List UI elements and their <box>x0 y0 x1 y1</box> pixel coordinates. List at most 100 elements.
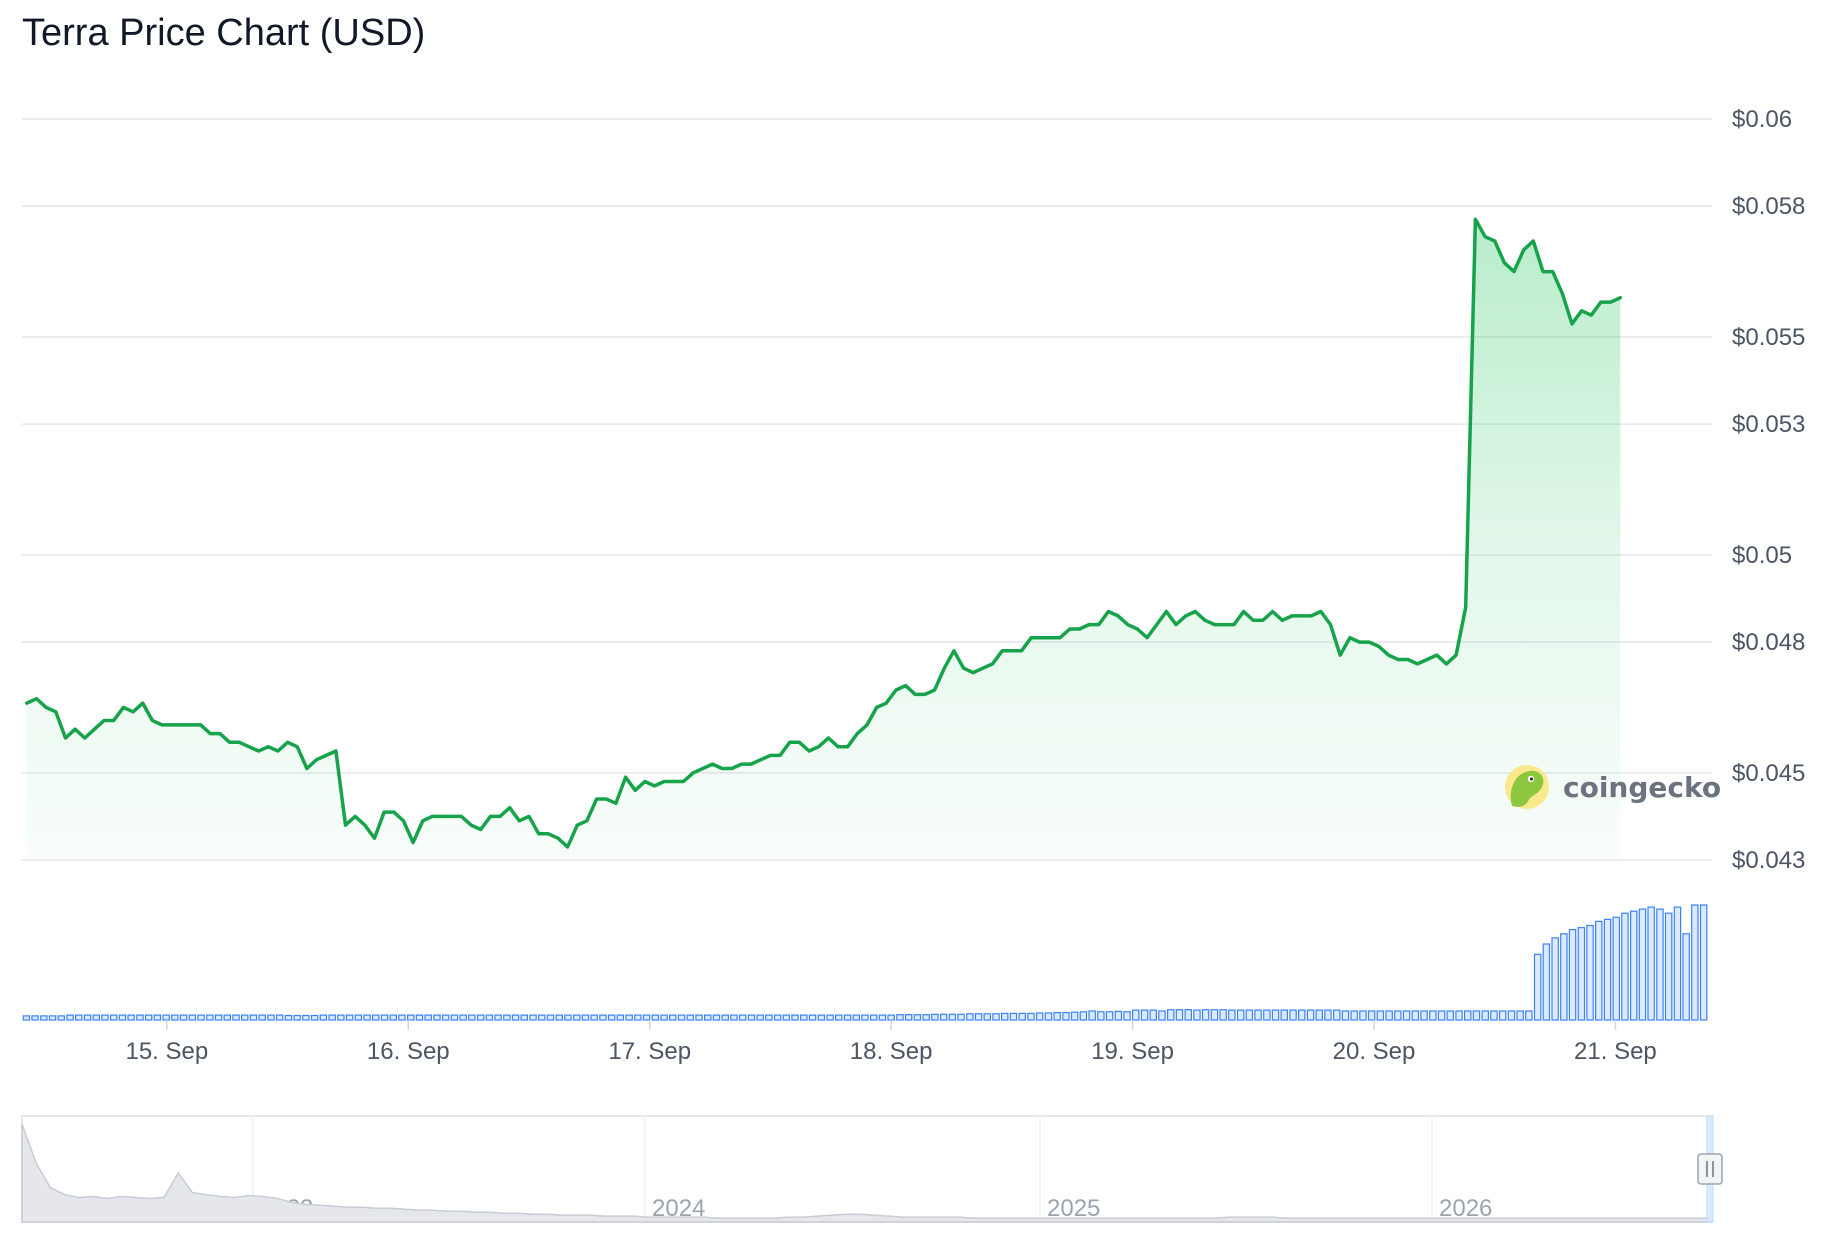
volume-bar <box>31 1015 39 1021</box>
volume-bar <box>1166 1009 1175 1021</box>
volume-bar <box>668 1014 677 1021</box>
volume-bar <box>1263 1009 1271 1021</box>
volume-bar <box>40 1015 48 1021</box>
volume-bar <box>372 1014 380 1021</box>
volume-bar <box>1131 1009 1140 1021</box>
volume-bar <box>1507 1010 1516 1021</box>
volume-bar <box>48 1015 57 1021</box>
volume-bar <box>1105 1011 1114 1021</box>
volume-bar <box>896 1014 904 1021</box>
volume-bar <box>686 1014 694 1021</box>
volume-bar <box>1603 918 1612 1021</box>
volume-bar <box>817 1014 826 1021</box>
volume-bar <box>747 1014 756 1021</box>
price-series-line[interactable] <box>25 217 1623 849</box>
price-line-layer[interactable] <box>25 217 1623 849</box>
volume-bar <box>1656 908 1664 1021</box>
volume-bar <box>861 1014 869 1021</box>
volume-bar <box>22 1015 31 1021</box>
volume-bar <box>232 1014 240 1021</box>
volume-bar <box>791 1014 799 1021</box>
volume-bar <box>223 1014 232 1021</box>
volume-bar <box>1219 1009 1227 1021</box>
volume-bar <box>74 1014 83 1021</box>
volume-bar <box>738 1014 747 1021</box>
x-tick-label: 17. Sep <box>608 1038 691 1065</box>
volume-bar <box>83 1014 92 1021</box>
volume-bar <box>1516 1010 1524 1021</box>
volume-bar <box>581 1014 590 1021</box>
x-tick-label: 15. Sep <box>125 1038 208 1065</box>
volume-bar <box>206 1014 214 1021</box>
volume-bar <box>843 1014 852 1021</box>
volume-bar <box>1236 1009 1245 1021</box>
volume-bar <box>1140 1009 1149 1021</box>
volume-bar <box>1568 928 1577 1021</box>
volume-bar <box>599 1014 607 1021</box>
volume-bar <box>1350 1010 1358 1021</box>
volume-bar <box>756 1014 764 1021</box>
volume-bar <box>607 1014 616 1021</box>
volume-bar <box>1385 1010 1393 1021</box>
volume-bar <box>913 1014 922 1021</box>
volume-bar <box>773 1014 782 1021</box>
volume-bar <box>171 1014 179 1021</box>
volume-bar <box>1463 1010 1472 1021</box>
volume-bar <box>1315 1009 1323 1021</box>
volume-bar <box>1000 1012 1009 1021</box>
volume-bar <box>57 1015 65 1021</box>
volume-bar <box>450 1014 459 1021</box>
volume-bar <box>337 1014 345 1021</box>
volume-bar <box>730 1014 738 1021</box>
volume-bar <box>660 1014 668 1021</box>
volume-bar <box>1446 1010 1454 1021</box>
volume-bar <box>721 1014 729 1021</box>
volume-bar <box>642 1014 651 1021</box>
volume-bar <box>407 1014 415 1021</box>
volume-bar <box>310 1014 319 1021</box>
navigator-handle[interactable] <box>1697 1153 1723 1185</box>
volume-bar <box>363 1014 371 1021</box>
volume-bar <box>127 1014 135 1021</box>
x-axis: 15. Sep 16. Sep 17. Sep 18. Sep 19. Sep 20. S… <box>125 1020 1657 1065</box>
volume-bar <box>1429 1010 1437 1021</box>
volume-bar <box>1367 1010 1376 1021</box>
volume-bar <box>503 1014 511 1021</box>
volume-bar <box>1201 1009 1210 1021</box>
volume-bar <box>1612 916 1620 1021</box>
volume-bar <box>922 1014 930 1021</box>
volume-bar <box>546 1014 555 1021</box>
volume-bar <box>1586 924 1594 1021</box>
range-navigator[interactable]: 2023202420252026 <box>21 1115 1723 1223</box>
volume-bar <box>476 1014 485 1021</box>
y-tick-label: $0.055 <box>1732 324 1805 351</box>
volume-bar <box>1175 1009 1184 1021</box>
volume-bar <box>1411 1010 1420 1021</box>
volume-bar <box>695 1014 703 1021</box>
coingecko-watermark: coingecko <box>1505 765 1721 809</box>
volume-bar <box>415 1014 424 1021</box>
volume-bar <box>179 1014 188 1021</box>
volume-bar <box>249 1014 258 1021</box>
volume-bar <box>284 1014 293 1021</box>
y-tick-label: $0.06 <box>1732 106 1792 133</box>
volume-bar <box>992 1013 1000 1021</box>
volume-bar <box>433 1014 441 1021</box>
volume-bar <box>188 1014 197 1021</box>
chart-title: Terra Price Chart (USD) <box>22 12 426 54</box>
volume-bar <box>136 1014 144 1021</box>
volume-bar <box>1184 1009 1192 1021</box>
y-axis: $0.043 $0.045 $0.048 $0.05 $0.053 $0.055 $0.05… <box>1732 106 1805 874</box>
volume-bar <box>1498 1010 1507 1021</box>
volume-bar <box>66 1014 74 1021</box>
volume-bar <box>904 1014 913 1021</box>
volume-bar <box>1341 1010 1350 1021</box>
volume-bar <box>1306 1009 1315 1021</box>
volume-bar <box>1123 1011 1131 1021</box>
volume-bar <box>1018 1012 1026 1021</box>
volume-bar <box>1394 1010 1402 1021</box>
navigator-history-area <box>21 1123 1713 1223</box>
volume-bar <box>572 1014 581 1021</box>
volume-bar <box>564 1014 572 1021</box>
